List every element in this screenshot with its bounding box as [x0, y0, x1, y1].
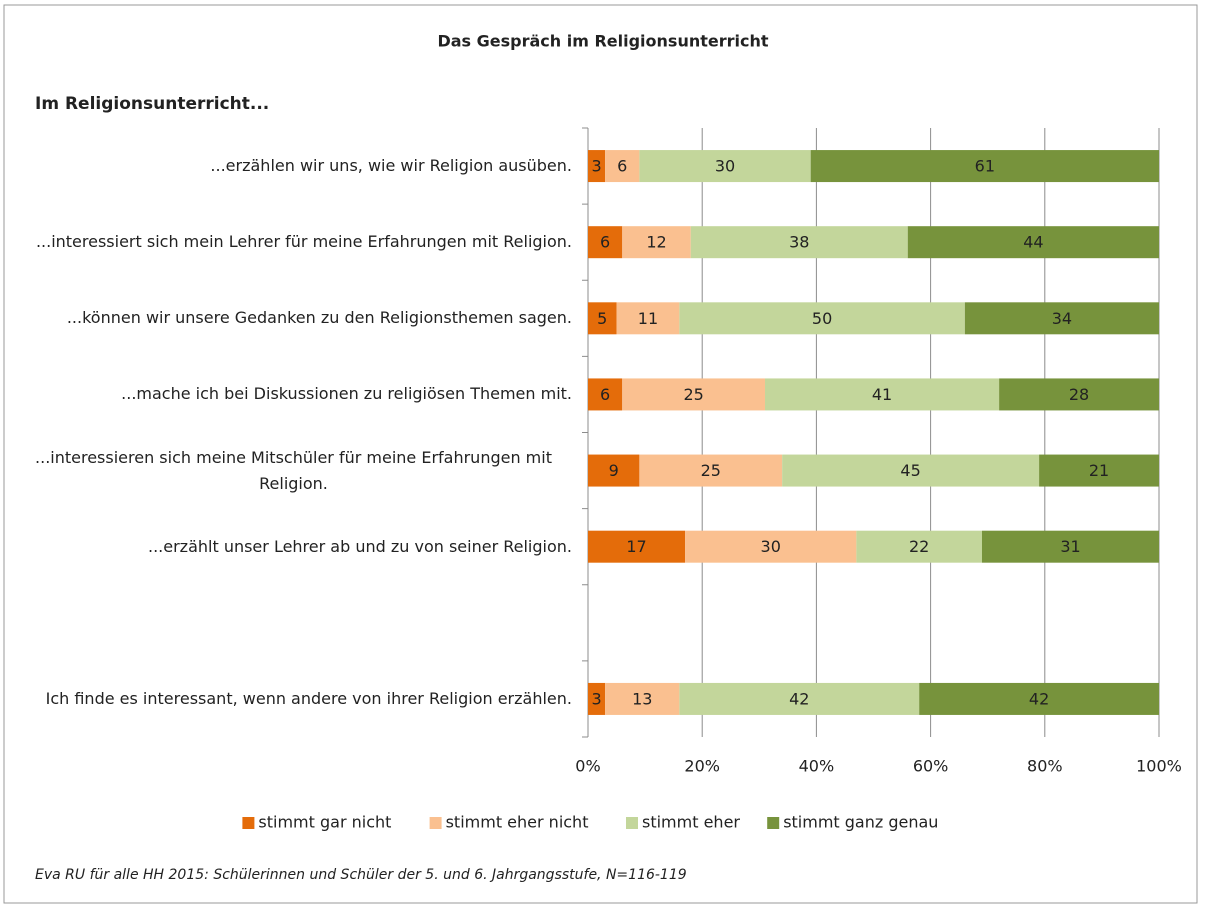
data-label: 25: [683, 385, 703, 404]
x-tick-label: 40%: [799, 757, 835, 776]
chart-title: Das Gespräch im Religionsunterricht: [437, 32, 768, 51]
data-label: 9: [609, 461, 619, 480]
category-label: ...interessiert sich mein Lehrer für mei…: [15, 207, 572, 277]
category-text: ...erzählt unser Lehrer ab und zu von se…: [147, 536, 572, 556]
bar-segment: [622, 226, 691, 259]
bar-segment: [981, 530, 1159, 563]
data-label: 41: [872, 385, 892, 404]
bar-segment: [588, 150, 606, 183]
data-label: 44: [1023, 233, 1043, 252]
category-text: Ich finde es interessant, wenn andere vo…: [45, 688, 572, 708]
x-tick-label: 100%: [1136, 757, 1182, 776]
category-text: ...können wir unsere Gedanken zu den Rel…: [66, 308, 572, 328]
data-label: 12: [646, 233, 666, 252]
bar-segment: [907, 226, 1159, 259]
bar-segment: [639, 454, 783, 487]
data-label: 38: [789, 233, 809, 252]
data-label: 34: [1052, 309, 1072, 328]
category-label: ...interessieren sich meine Mitschüler f…: [15, 436, 572, 506]
category-label: ...können wir unsere Gedanken zu den Rel…: [15, 283, 572, 353]
category-label: Ich finde es interessant, wenn andere vo…: [15, 664, 572, 734]
data-label: 50: [812, 309, 832, 328]
bar-segment: [679, 682, 920, 715]
data-label: 17: [626, 537, 646, 556]
legend-label: stimmt ganz genau: [783, 813, 938, 832]
data-label: 42: [789, 689, 809, 708]
data-label: 30: [761, 537, 781, 556]
data-label: 13: [632, 689, 652, 708]
legend-swatch: [767, 817, 780, 829]
legend-swatch: [626, 817, 638, 829]
bar-segment: [782, 454, 1040, 487]
data-label: 42: [1029, 689, 1049, 708]
legend-label: stimmt eher: [642, 813, 740, 832]
bar-segment: [690, 226, 908, 259]
bar-segment: [605, 150, 640, 183]
bar-segment: [685, 530, 857, 563]
data-label: 3: [591, 157, 601, 176]
bar-segment: [856, 530, 982, 563]
bar-segment: [1039, 454, 1159, 487]
x-tick-label: 80%: [1027, 757, 1063, 776]
x-tick-label: 0%: [575, 757, 600, 776]
category-text: ...erzählen wir uns, wie wir Religion au…: [210, 156, 572, 176]
data-label: 21: [1089, 461, 1109, 480]
bar-segment: [616, 302, 680, 335]
bar-segment: [588, 682, 606, 715]
bar-segment: [588, 302, 617, 335]
category-text: ...interessieren sich meine Mitschüler f…: [35, 447, 552, 493]
data-label: 61: [975, 157, 995, 176]
legend-label: stimmt gar nicht: [258, 813, 391, 832]
data-label: 25: [701, 461, 721, 480]
frame: [3, 4, 1198, 904]
data-label: 5: [597, 309, 607, 328]
bar-segment: [999, 378, 1159, 411]
bar-segment: [588, 226, 623, 259]
legend-label: stimmt eher nicht: [446, 813, 589, 832]
data-label: 30: [715, 157, 735, 176]
legend-swatch: [242, 817, 255, 829]
data-label: 3: [591, 689, 601, 708]
bar-segment: [588, 454, 640, 487]
data-label: 45: [900, 461, 920, 480]
bar-segment: [679, 302, 965, 335]
bar-segment: [765, 378, 1000, 411]
data-label: 31: [1060, 537, 1080, 556]
category-label: ...mache ich bei Diskussionen zu religiö…: [15, 359, 572, 429]
bar-segment: [588, 378, 623, 411]
category-text: ...mache ich bei Diskussionen zu religiö…: [121, 384, 572, 404]
bar-segment: [588, 530, 686, 563]
x-tick-label: 60%: [913, 757, 949, 776]
bar-segment: [639, 150, 811, 183]
legend-swatch: [429, 817, 442, 829]
bar-segment: [810, 150, 1159, 183]
bar-segment: [919, 682, 1159, 715]
bar-segment: [605, 682, 680, 715]
data-label: 6: [600, 233, 610, 252]
category-text: ...interessiert sich mein Lehrer für mei…: [35, 232, 572, 252]
footnote: Eva RU für alle HH 2015: Schülerinnen un…: [35, 867, 687, 883]
data-label: 22: [909, 537, 929, 556]
category-label: ...erzählt unser Lehrer ab und zu von se…: [15, 512, 572, 582]
data-label: 28: [1069, 385, 1089, 404]
data-label: 6: [617, 157, 627, 176]
category-label: ...erzählen wir uns, wie wir Religion au…: [15, 131, 572, 201]
bar-segment: [622, 378, 766, 411]
bar-segment: [964, 302, 1159, 335]
x-tick-label: 20%: [684, 757, 720, 776]
subtitle: Im Religionsunterricht...: [35, 94, 269, 114]
data-label: 11: [638, 309, 658, 328]
data-label: 6: [600, 385, 610, 404]
